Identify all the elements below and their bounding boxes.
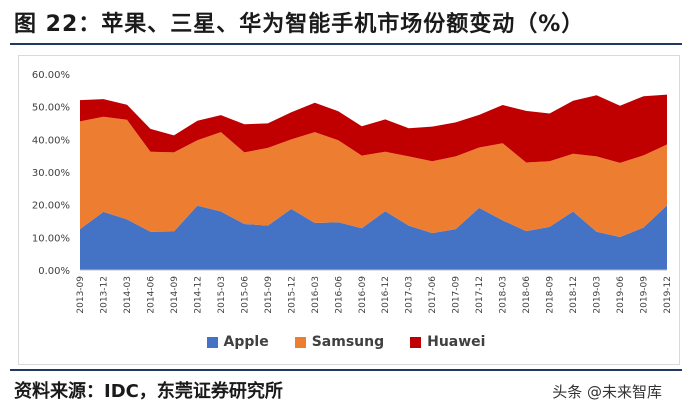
x-tick-label: 2014-12 [193, 276, 203, 314]
x-tick-label: 2017-12 [475, 276, 485, 314]
x-tick-label: 2017-09 [452, 276, 462, 314]
watermark: 头条 @未来智库 [552, 383, 662, 401]
legend-label: Samsung [311, 334, 385, 350]
x-tick-label: 2014-03 [123, 276, 133, 314]
legend-item-huawei: Huawei [410, 334, 485, 350]
legend-label: Huawei [427, 334, 486, 350]
x-tick-label: 2015-12 [287, 276, 297, 314]
chart-legend: Apple Samsung Huawei [0, 334, 692, 350]
x-tick-label: 2016-06 [334, 276, 344, 314]
x-tick-label: 2019-12 [663, 276, 673, 314]
area-apple [80, 205, 667, 270]
legend-item-apple: Apple [206, 334, 269, 350]
y-tick-label: 50.00% [32, 103, 70, 114]
y-tick-label: 20.00% [32, 201, 70, 212]
x-tick-label: 2015-03 [217, 276, 227, 314]
x-tick-label: 2019-03 [593, 276, 603, 314]
figure-title: 图 22：苹果、三星、华为智能手机市场份额变动（%） [14, 12, 585, 37]
area-huawei [80, 94, 667, 163]
x-tick-label: 2018-06 [522, 276, 532, 314]
area-samsung [80, 116, 667, 238]
y-tick-label: 60.00% [32, 70, 70, 81]
y-tick-label: 10.00% [32, 233, 70, 244]
legend-item-samsung: Samsung [294, 334, 385, 350]
y-tick-label: 0.00% [38, 266, 70, 277]
x-tick-label: 2017-03 [405, 276, 415, 314]
title-divider [10, 43, 682, 45]
x-tick-label: 2015-06 [240, 276, 250, 314]
legend-swatch [294, 336, 306, 348]
footer-divider [10, 369, 682, 371]
y-tick-label: 30.00% [32, 168, 70, 179]
legend-swatch [410, 336, 422, 348]
x-tick-label: 2016-12 [381, 276, 391, 314]
x-tick-label: 2019-06 [616, 276, 626, 314]
x-tick-label: 2018-03 [499, 276, 509, 314]
legend-swatch [206, 336, 218, 348]
x-tick-label: 2013-12 [99, 276, 109, 314]
x-tick-label: 2015-09 [264, 276, 274, 314]
x-tick-label: 2014-06 [146, 276, 156, 314]
legend-label: Apple [223, 334, 269, 350]
x-tick-label: 2013-09 [76, 276, 86, 314]
x-tick-label: 2019-09 [640, 276, 650, 314]
x-tick-label: 2018-12 [569, 276, 579, 314]
x-tick-label: 2016-09 [358, 276, 368, 314]
y-tick-label: 40.00% [32, 135, 70, 146]
x-tick-label: 2018-09 [546, 276, 556, 314]
x-tick-label: 2014-09 [170, 276, 180, 314]
x-tick-label: 2017-06 [428, 276, 438, 314]
source-note: 资料来源：IDC，东莞证券研究所 [14, 381, 283, 402]
x-tick-label: 2016-03 [311, 276, 321, 314]
